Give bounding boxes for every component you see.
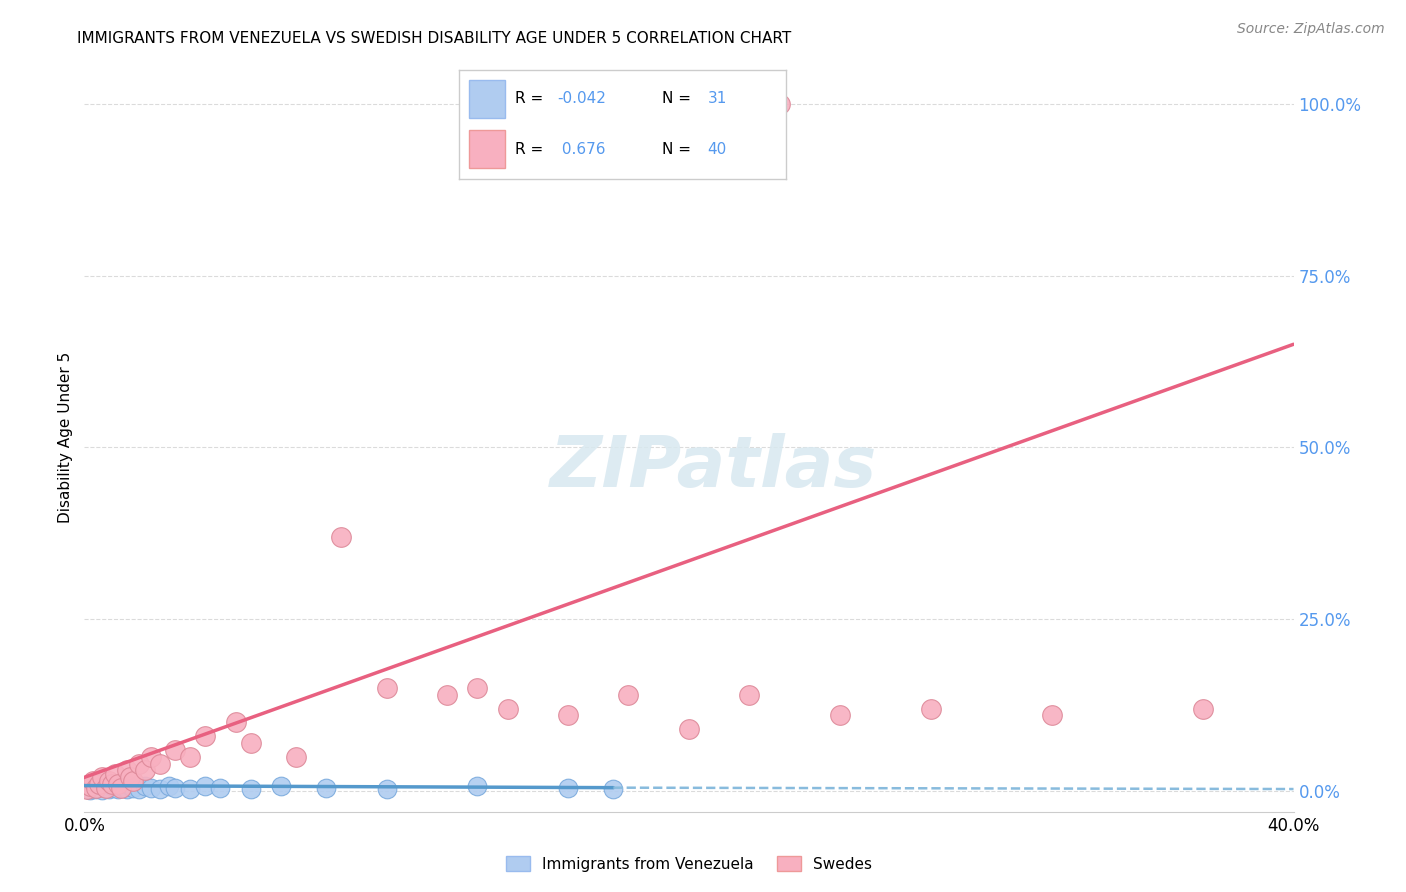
- Point: [194, 729, 217, 743]
- Point: [118, 770, 141, 784]
- Point: [149, 756, 172, 771]
- Point: [830, 708, 852, 723]
- Point: [557, 780, 579, 795]
- Point: [467, 779, 489, 793]
- Point: [330, 530, 353, 544]
- Point: [121, 780, 143, 795]
- Point: [139, 780, 162, 795]
- Point: [1040, 708, 1063, 723]
- Point: [602, 782, 624, 797]
- Point: [617, 688, 640, 702]
- Point: [769, 96, 792, 111]
- Point: [179, 782, 201, 797]
- Point: [86, 782, 108, 797]
- Point: [239, 782, 262, 797]
- Point: [104, 780, 127, 795]
- Point: [165, 743, 187, 757]
- Point: [920, 701, 942, 715]
- Text: ZIPatlas: ZIPatlas: [550, 433, 877, 501]
- Point: [79, 779, 101, 793]
- Point: [375, 782, 398, 797]
- Point: [678, 723, 700, 737]
- Point: [121, 773, 143, 788]
- Point: [110, 780, 132, 795]
- Point: [110, 779, 132, 793]
- Point: [209, 780, 232, 795]
- Point: [285, 749, 308, 764]
- Point: [107, 782, 129, 797]
- Point: [375, 681, 398, 695]
- Point: [91, 782, 114, 797]
- Point: [738, 688, 761, 702]
- Point: [496, 701, 519, 715]
- Point: [82, 780, 104, 795]
- Point: [115, 782, 138, 797]
- Point: [588, 96, 610, 111]
- Point: [94, 780, 117, 795]
- Point: [557, 708, 579, 723]
- Point: [76, 782, 98, 797]
- Point: [91, 770, 114, 784]
- Point: [134, 779, 156, 793]
- Point: [128, 756, 150, 771]
- Point: [270, 779, 292, 793]
- Point: [1192, 701, 1215, 715]
- Point: [194, 779, 217, 793]
- Point: [112, 780, 135, 795]
- Point: [86, 780, 108, 795]
- Point: [118, 779, 141, 793]
- Point: [82, 773, 104, 788]
- Point: [104, 767, 127, 781]
- Point: [100, 779, 122, 793]
- Point: [134, 764, 156, 778]
- Point: [97, 773, 120, 788]
- Point: [115, 764, 138, 778]
- Point: [107, 777, 129, 791]
- Point: [89, 779, 111, 793]
- Point: [239, 736, 262, 750]
- Legend: Immigrants from Venezuela, Swedes: Immigrants from Venezuela, Swedes: [506, 855, 872, 871]
- Point: [157, 779, 180, 793]
- Point: [179, 749, 201, 764]
- Point: [165, 780, 187, 795]
- Point: [139, 749, 162, 764]
- Y-axis label: Disability Age Under 5: Disability Age Under 5: [58, 351, 73, 523]
- Point: [436, 688, 458, 702]
- Point: [97, 782, 120, 797]
- Point: [467, 681, 489, 695]
- Point: [225, 715, 247, 730]
- Text: Source: ZipAtlas.com: Source: ZipAtlas.com: [1237, 22, 1385, 37]
- Point: [315, 780, 337, 795]
- Point: [79, 782, 101, 797]
- Point: [128, 782, 150, 797]
- Point: [100, 777, 122, 791]
- Text: IMMIGRANTS FROM VENEZUELA VS SWEDISH DISABILITY AGE UNDER 5 CORRELATION CHART: IMMIGRANTS FROM VENEZUELA VS SWEDISH DIS…: [77, 31, 792, 46]
- Point: [94, 780, 117, 795]
- Point: [149, 782, 172, 797]
- Point: [89, 777, 111, 791]
